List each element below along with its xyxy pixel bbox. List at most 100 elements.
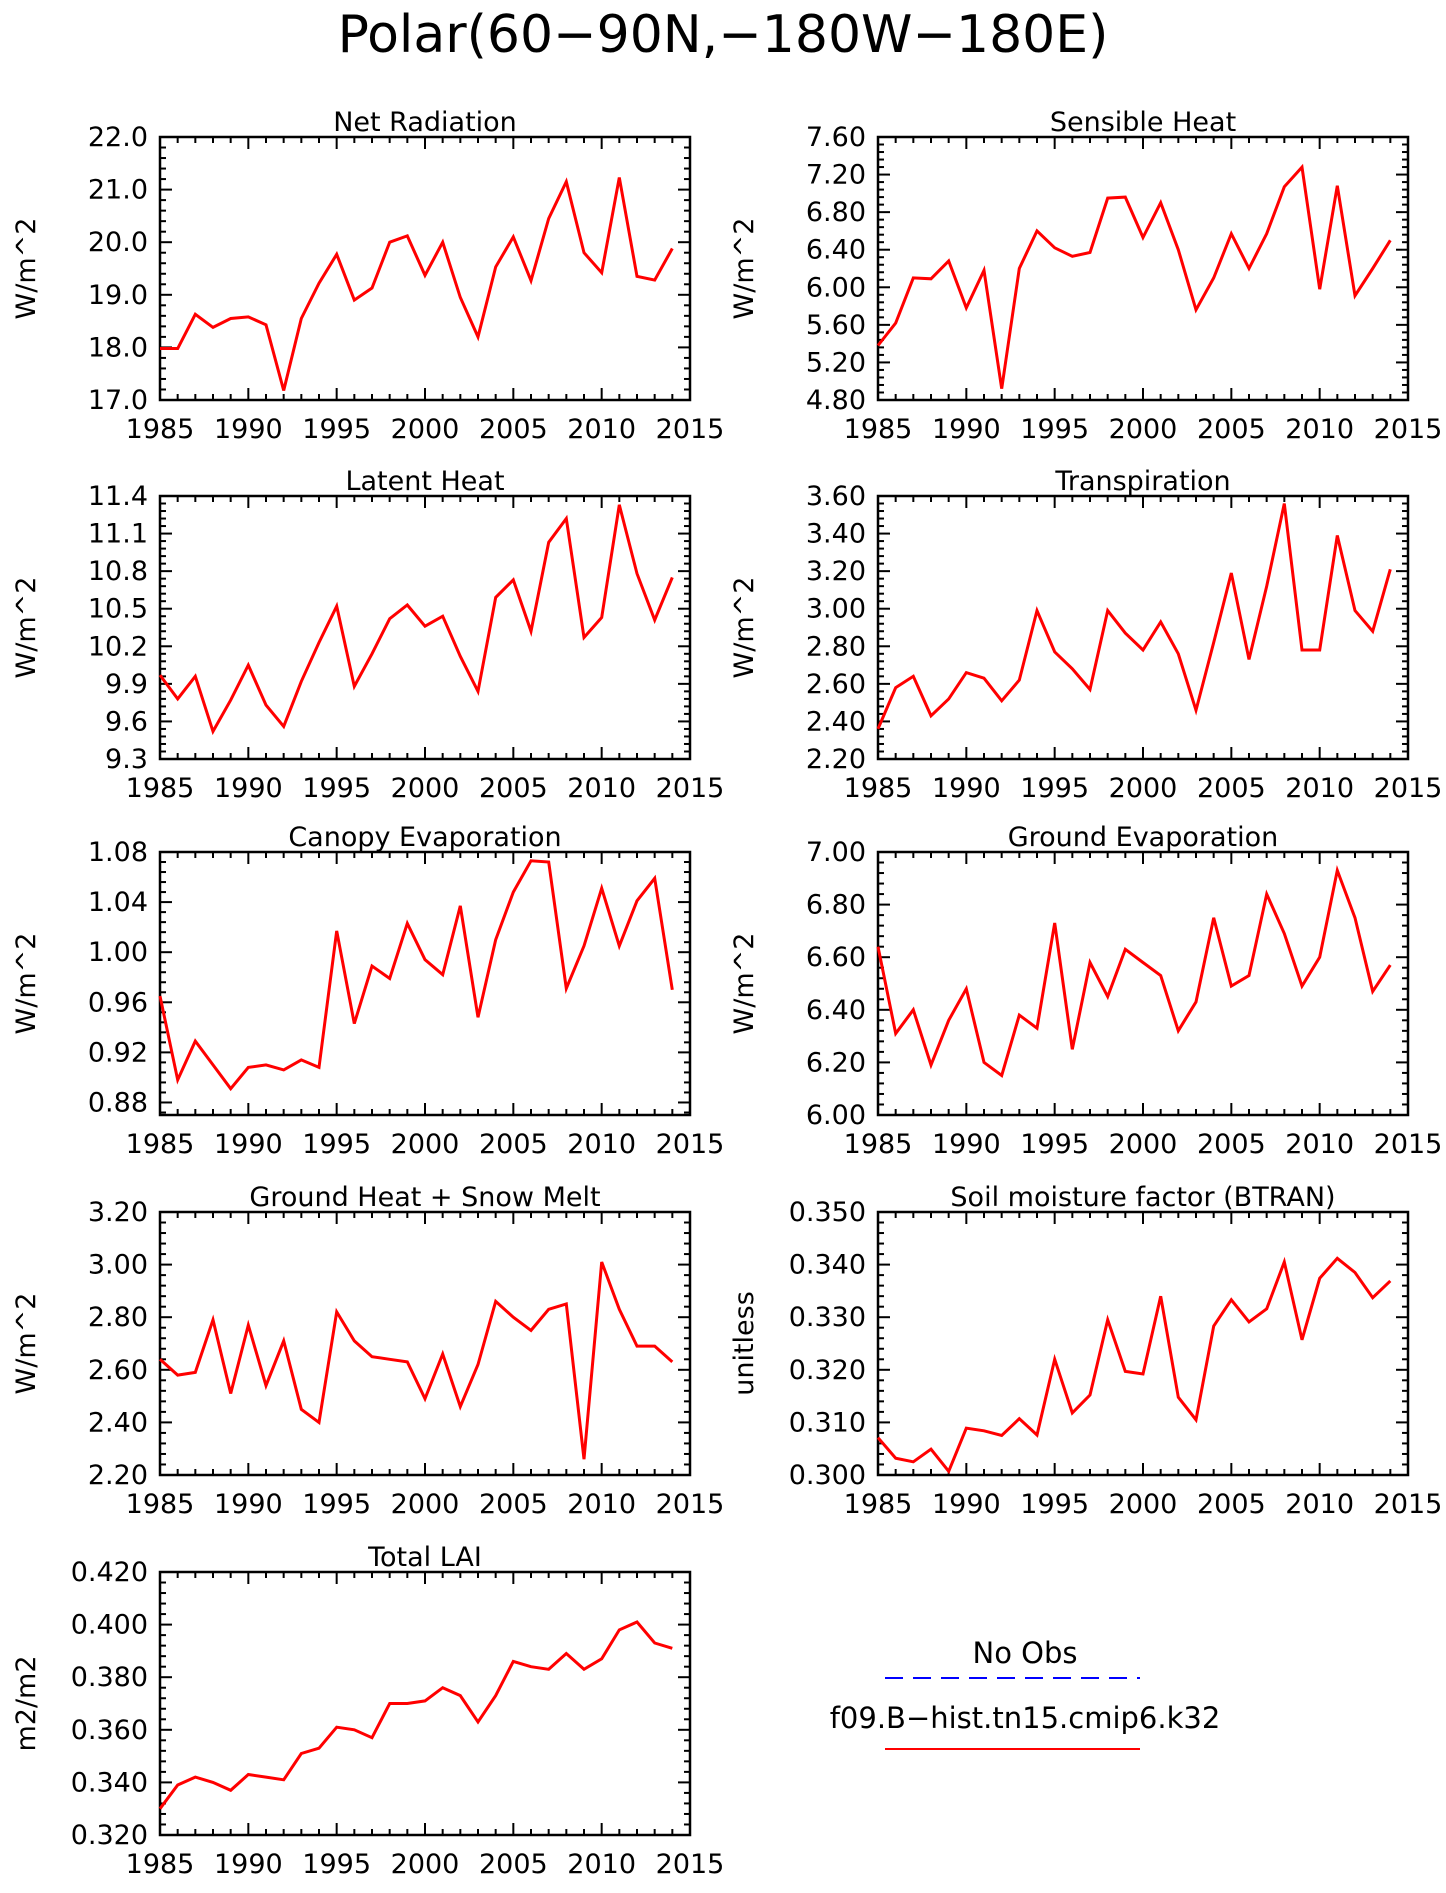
y-tick-label: 10.2 [88, 631, 148, 662]
x-tick-label: 1990 [214, 1489, 283, 1520]
x-tick-label: 2000 [1109, 773, 1178, 804]
y-axis-label: m2/m2 [11, 1655, 42, 1751]
x-tick-label: 2015 [1374, 414, 1443, 445]
chart-panel: 1985 1990 1995 2000 2005 2010 2015 0.320 0.340 0.… [11, 1542, 724, 1880]
x-tick-label: 2015 [656, 773, 725, 804]
x-tick-label: 2010 [1285, 414, 1354, 445]
y-axis-label: W/m^2 [11, 577, 42, 679]
x-tick-label: 1985 [126, 1849, 195, 1880]
y-axis-label: W/m^2 [729, 933, 760, 1035]
y-tick-label: 2.80 [806, 631, 866, 662]
x-tick-label: 2005 [479, 773, 548, 804]
chart-panel: 1985 1990 1995 2000 2005 2010 2015 9.3 9.6 9.9 10.… [11, 466, 724, 804]
figure-title: Polar(60−90N,−180W−180E) [338, 5, 1109, 65]
legend: No Obs f09.B−hist.tn15.cmip6.k32 [830, 1636, 1220, 1750]
series-line [876, 503, 1392, 730]
x-tick-label: 2000 [391, 1489, 460, 1520]
chart-panel: 1985 1990 1995 2000 2005 2010 2015 17.0 18.0 19.0… [11, 107, 724, 445]
series-line [876, 163, 1392, 389]
panel-group: 1985 1990 1995 2000 2005 2010 2015 17.0 18.0 19.0… [11, 107, 1442, 1880]
x-tick-label: 1995 [302, 414, 371, 445]
y-tick-label: 6.60 [806, 942, 866, 973]
y-tick-label: 3.60 [806, 481, 866, 512]
y-axis-label: unitless [729, 1291, 760, 1396]
plot-frame [876, 494, 1410, 761]
y-tick-label: 2.20 [806, 744, 866, 775]
x-tick-label: 1995 [1020, 1489, 1089, 1520]
y-tick-label: 9.3 [105, 744, 148, 775]
y-tick-label: 9.6 [105, 706, 148, 737]
x-tick-label: 2015 [1374, 1129, 1443, 1160]
x-tick-label: 1985 [126, 1129, 195, 1160]
x-tick-label: 2000 [391, 414, 460, 445]
x-tick-label: 2015 [656, 1129, 725, 1160]
plot-frame [876, 850, 1410, 1117]
x-tick-label: 2005 [479, 1849, 548, 1880]
y-tick-label: 0.400 [71, 1610, 148, 1641]
y-tick-label: 1.08 [88, 837, 148, 868]
plot-frame [876, 1210, 1410, 1477]
plot-frame [158, 135, 692, 402]
x-tick-label: 1985 [126, 414, 195, 445]
x-tick-label: 2010 [1285, 1489, 1354, 1520]
y-tick-label: 0.96 [88, 987, 148, 1018]
x-tick-label: 2005 [479, 414, 548, 445]
x-tick-label: 2010 [1285, 773, 1354, 804]
x-tick-label: 2015 [656, 414, 725, 445]
x-tick-label: 1985 [844, 1489, 913, 1520]
chart-panel: 1985 1990 1995 2000 2005 2010 2015 4.80 5.20 5.60… [729, 107, 1442, 445]
x-tick-label: 1995 [302, 1129, 371, 1160]
y-tick-label: 0.350 [789, 1197, 866, 1228]
y-tick-label: 7.60 [806, 122, 866, 153]
x-tick-label: 2005 [1197, 414, 1266, 445]
x-tick-label: 1985 [126, 1489, 195, 1520]
x-tick-label: 2005 [479, 1489, 548, 1520]
panel-title: Ground Heat + Snow Melt [249, 1182, 600, 1213]
x-tick-label: 2010 [1285, 1129, 1354, 1160]
y-tick-label: 21.0 [88, 175, 148, 206]
x-tick-label: 1990 [932, 773, 1001, 804]
x-tick-label: 2010 [567, 414, 636, 445]
panel-title: Soil moisture factor (BTRAN) [950, 1182, 1335, 1213]
x-tick-label: 2000 [391, 1129, 460, 1160]
plot-frame [876, 135, 1410, 402]
y-tick-label: 5.60 [806, 310, 866, 341]
y-tick-label: 4.80 [806, 385, 866, 416]
x-tick-label: 2010 [567, 1489, 636, 1520]
series-line [876, 864, 1392, 1078]
y-tick-label: 9.9 [105, 669, 148, 700]
panel-title: Ground Evaporation [1008, 822, 1279, 853]
y-tick-label: 2.80 [88, 1302, 148, 1333]
y-tick-label: 0.92 [88, 1037, 148, 1068]
series-line [158, 504, 674, 736]
y-axis-label: W/m^2 [11, 1293, 42, 1395]
y-tick-label: 0.360 [71, 1715, 148, 1746]
y-tick-label: 6.00 [806, 1100, 866, 1131]
x-tick-label: 1985 [844, 414, 913, 445]
x-tick-label: 1990 [214, 414, 283, 445]
x-tick-label: 1995 [1020, 773, 1089, 804]
x-tick-label: 1995 [1020, 414, 1089, 445]
y-tick-label: 11.4 [88, 481, 148, 512]
y-tick-label: 3.20 [88, 1197, 148, 1228]
x-tick-label: 2010 [567, 1129, 636, 1160]
y-tick-label: 19.0 [88, 280, 148, 311]
chart-panel: 1985 1990 1995 2000 2005 2010 2015 0.300 0.310 0.… [729, 1182, 1442, 1520]
x-tick-label: 1985 [844, 773, 913, 804]
chart-panel: 1985 1990 1995 2000 2005 2010 2015 2.20 2.40 2.60… [11, 1182, 724, 1520]
y-tick-label: 10.5 [88, 594, 148, 625]
y-tick-label: 0.300 [789, 1460, 866, 1491]
plot-frame [158, 850, 692, 1117]
chart-panel: 1985 1990 1995 2000 2005 2010 2015 0.88 0.92 0.96… [11, 822, 724, 1160]
x-tick-label: 1995 [302, 773, 371, 804]
y-axis-label: W/m^2 [11, 218, 42, 320]
x-tick-label: 2005 [479, 1129, 548, 1160]
x-tick-label: 2010 [567, 1849, 636, 1880]
series-line [159, 1261, 674, 1460]
y-axis-label: W/m^2 [729, 577, 760, 679]
y-tick-label: 0.320 [789, 1355, 866, 1386]
chart-panel: 1985 1990 1995 2000 2005 2010 2015 2.20 2.40 2.60… [729, 466, 1442, 804]
x-tick-label: 2000 [1109, 1129, 1178, 1160]
x-tick-label: 2015 [656, 1489, 725, 1520]
y-axis-label: W/m^2 [729, 218, 760, 320]
